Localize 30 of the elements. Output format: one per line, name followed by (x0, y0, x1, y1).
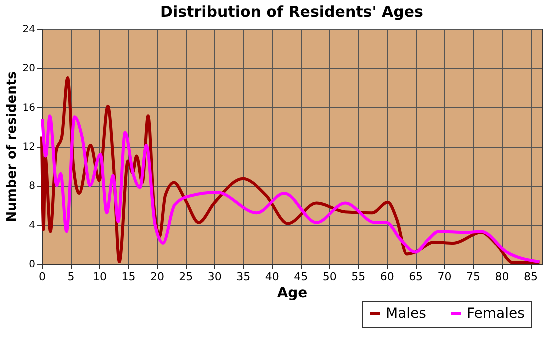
legend-label: Females (467, 306, 525, 322)
y-axis-title: Number of residents (4, 71, 20, 222)
x-tick-label: 30 (208, 270, 222, 284)
y-tick-label: 8 (29, 181, 36, 192)
x-tick-label: 55 (352, 270, 366, 284)
x-tick-label: 60 (380, 270, 394, 284)
x-tick-label: 50 (322, 270, 337, 284)
chart-title: Distribution of Residents' Ages (160, 3, 424, 21)
y-tick-label: 20 (22, 64, 36, 75)
x-tick-label: 75 (466, 270, 481, 284)
legend-label: Males (386, 306, 426, 322)
x-tick-label: 25 (179, 270, 194, 284)
x-tick-label: 65 (409, 270, 424, 284)
x-tick-label: 15 (122, 270, 136, 284)
x-tick-label: 40 (265, 270, 280, 284)
x-tick-label: 5 (68, 270, 75, 284)
x-tick-label: 45 (294, 270, 308, 284)
y-tick-label: 24 (22, 24, 36, 36)
x-tick-label: 35 (236, 270, 251, 284)
y-tick-label: 16 (22, 102, 36, 114)
x-tick-label: 10 (92, 270, 107, 284)
y-tick-label: 0 (29, 260, 36, 270)
x-tick-label: 20 (150, 270, 164, 284)
x-tick-label: 0 (39, 270, 46, 284)
y-tick-label: 12 (22, 142, 36, 153)
x-tick-label: 80 (495, 270, 510, 284)
x-tick-label: 70 (438, 270, 452, 284)
x-axis-title: Age (277, 286, 308, 302)
y-tick-label: 4 (29, 220, 36, 232)
x-tick-label: 85 (524, 270, 538, 284)
